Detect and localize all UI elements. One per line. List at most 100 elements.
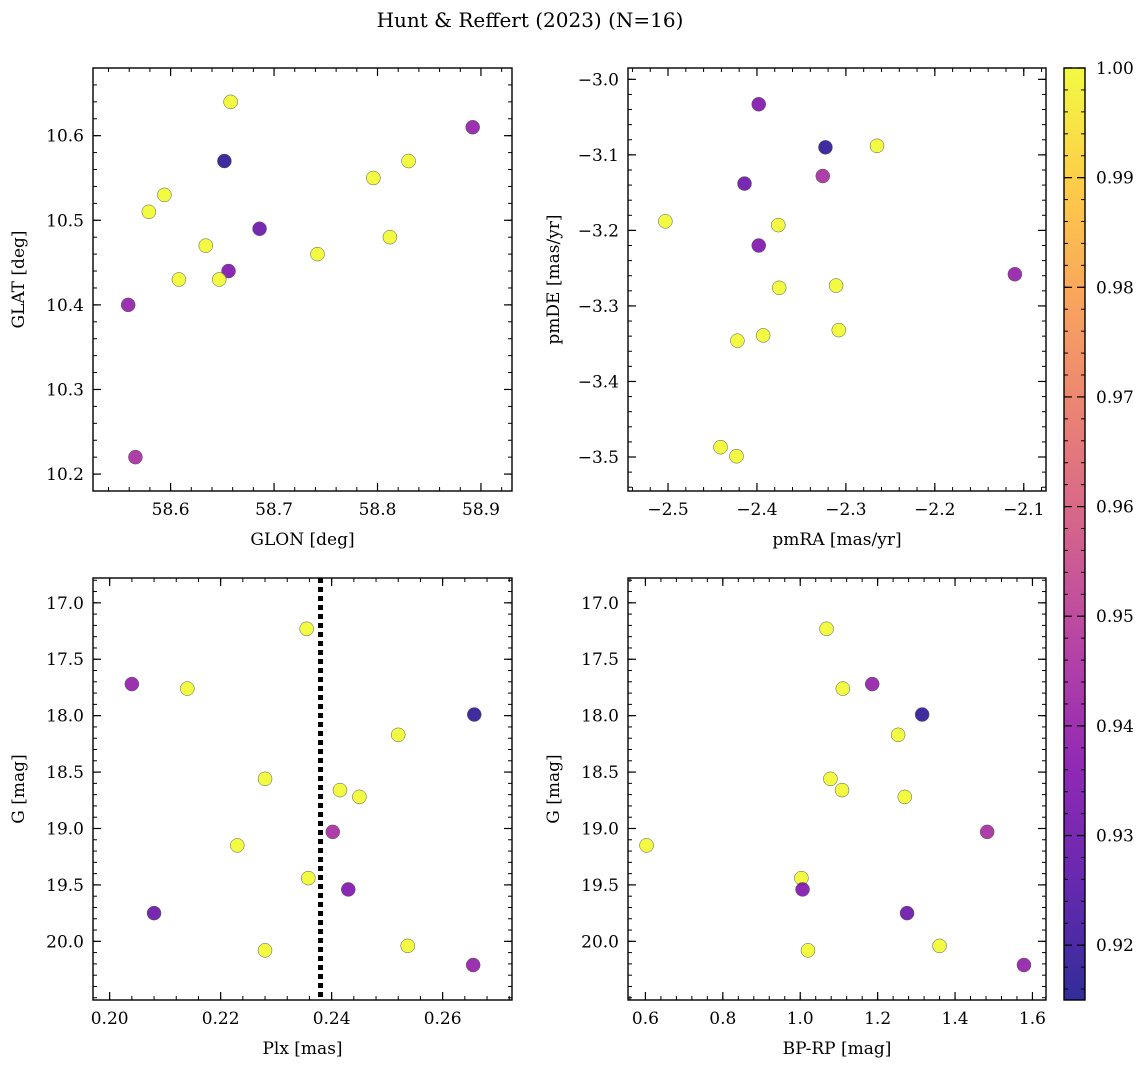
scatter-point: [400, 938, 415, 954]
scatter-point: [124, 676, 140, 692]
scatter-point: [899, 905, 915, 921]
scatter-point: [211, 272, 227, 287]
scatter-point: [800, 943, 816, 958]
scatter-point: [658, 214, 673, 229]
scatter-point: [465, 957, 481, 973]
y-tick-label: −3.3: [578, 297, 619, 317]
x-tick-label: 0.6: [632, 1009, 659, 1029]
panel-bprp-g: 0.6 0.8 1.0 1.2 1.4 1.6 17.0 17.5 18.0 18.5 19.0 19…: [544, 577, 1047, 1059]
panel-glon-glat: 58.6 58.7 58.8 58.9 10.2 10.3 10.4 10.5 10.6 GLON…: [9, 67, 513, 550]
scatter-point: [831, 322, 847, 338]
scatter-point: [301, 870, 316, 886]
scatter-point: [341, 882, 356, 897]
scatter-point: [1007, 266, 1023, 282]
scatter-point: [979, 824, 995, 840]
y-tick-label: 18.5: [581, 763, 619, 783]
x-tick-label: 0.20: [91, 1009, 129, 1029]
scatter-point: [864, 676, 880, 692]
scatter-point: [390, 727, 406, 743]
x-tick-label: −2.4: [736, 500, 777, 520]
y-tick-label: 20.0: [581, 932, 619, 952]
scatter-point: [352, 789, 367, 805]
y-tick-label: 18.0: [581, 707, 619, 727]
scatter-point: [755, 328, 771, 343]
x-tick-label: 0.24: [313, 1009, 351, 1029]
scatter-point: [382, 229, 398, 245]
scatter-point: [257, 771, 273, 787]
x-tick-label: −2.3: [825, 500, 866, 520]
y-tick-label: −3.4: [578, 372, 619, 392]
scatter-point: [128, 449, 143, 465]
x-tick-label: 58.9: [462, 500, 500, 520]
colorbar-tick-label: 0.99: [1096, 169, 1134, 189]
y-tick-label: 17.0: [581, 594, 619, 614]
y-tick-label: 18.5: [46, 763, 84, 783]
scatter-point: [815, 168, 831, 184]
scatter-point: [120, 297, 136, 313]
x-axis-label: BP-RP [mag]: [783, 1039, 892, 1059]
scatter-point: [914, 707, 930, 722]
scatter-point: [869, 138, 885, 154]
scatter-point: [932, 938, 947, 954]
scatter-point: [230, 838, 245, 853]
scatter-point: [198, 238, 214, 253]
y-axis-label: pmDE [mas/yr]: [544, 214, 564, 344]
y-tick-label: −3.1: [578, 146, 619, 166]
y-tick-label: −3.5: [578, 448, 619, 468]
panel-plx-g: 0.20 0.22 0.24 0.26 17.0 17.5 18.0 18.5 19.0 19.5…: [9, 577, 513, 1059]
colorbar-tick-label: 0.94: [1096, 717, 1134, 737]
y-tick-label: 18.0: [46, 707, 84, 727]
x-tick-label: 1.0: [787, 1009, 814, 1029]
x-tick-label: −2.2: [914, 500, 955, 520]
scatter-point: [729, 449, 744, 464]
colorbar: 0.92 0.93 0.94 0.95 0.96 0.97 0.98 0.99 1.00: [1063, 59, 1134, 1001]
y-axis-label: G [mag]: [544, 754, 564, 823]
scatter-point: [223, 94, 238, 110]
y-tick-label: 19.5: [46, 876, 84, 896]
axes-frame: [92, 577, 513, 1001]
colorbar-tick-label: 0.97: [1096, 388, 1134, 408]
x-tick-label: 1.4: [942, 1009, 969, 1029]
x-tick-label: −2.1: [1003, 500, 1044, 520]
y-tick-label: 19.0: [46, 819, 84, 839]
scatter-point: [171, 272, 187, 287]
y-tick-label: 10.5: [46, 211, 84, 231]
x-tick-label: 0.26: [424, 1009, 462, 1029]
y-tick-label: −3.0: [578, 70, 619, 90]
y-tick-label: 17.0: [46, 594, 84, 614]
scatter-point: [819, 621, 834, 637]
figure-title: Hunt & Reffert (2023) (N=16): [377, 8, 684, 32]
y-axis-label: GLAT [deg]: [9, 230, 29, 328]
scatter-point: [835, 681, 851, 696]
y-tick-label: 19.5: [581, 876, 619, 896]
colorbar-gradient: [1063, 67, 1086, 1001]
scatter-point: [325, 824, 340, 840]
x-axis-label: Plx [mas]: [262, 1039, 342, 1059]
panel-pmra-pmde: −2.5 −2.4 −2.3 −2.2 −2.1 −3.0 −3.1 −3.2 −3.3 −3.4…: [544, 67, 1047, 550]
x-tick-label: 0.8: [709, 1009, 736, 1029]
y-tick-label: 17.5: [46, 650, 84, 670]
axes-frame: [627, 577, 1047, 1001]
colorbar-tick-label: 0.93: [1096, 827, 1134, 847]
x-tick-label: 1.6: [1019, 1009, 1046, 1029]
y-tick-label: 17.5: [581, 650, 619, 670]
scatter-point: [771, 217, 786, 233]
scatter-point: [157, 187, 172, 203]
scatter-point: [890, 727, 906, 743]
scatter-point: [252, 221, 267, 236]
x-axis-label: pmRA [mas/yr]: [772, 530, 901, 550]
scatter-point: [823, 771, 838, 787]
y-tick-label: 10.6: [46, 127, 84, 147]
scatter-point: [828, 278, 844, 293]
scatter-point: [771, 280, 787, 296]
scatter-point: [730, 333, 745, 348]
scatter-point: [257, 943, 273, 958]
scatter-point: [299, 621, 314, 637]
scatter-point: [332, 782, 348, 798]
scatter-point: [639, 838, 654, 853]
y-tick-label: 10.2: [46, 465, 84, 485]
scatter-point: [467, 707, 482, 722]
colorbar-tick-label: 0.92: [1096, 936, 1134, 956]
scatter-point: [713, 439, 728, 455]
